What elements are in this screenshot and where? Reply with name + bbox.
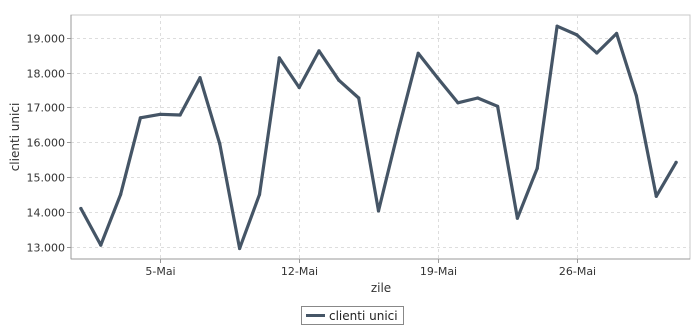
data-point <box>357 96 361 100</box>
legend-swatch <box>306 314 325 317</box>
y-axis-title: clienti unici <box>8 103 22 172</box>
data-point <box>416 51 420 55</box>
y-tick-label: 13.000 <box>27 242 66 255</box>
data-point <box>634 94 639 98</box>
series-group <box>79 24 678 251</box>
legend-label: clienti unici <box>329 308 398 323</box>
x-tick-label: 12-Mai <box>281 265 318 278</box>
data-point <box>158 112 162 116</box>
data-point <box>515 216 520 220</box>
data-point <box>654 194 658 198</box>
data-point <box>535 166 539 170</box>
data-point <box>218 142 222 146</box>
data-point <box>337 78 341 82</box>
y-tick-label: 17.000 <box>27 102 66 115</box>
data-point <box>99 243 103 247</box>
data-point <box>257 192 262 197</box>
data-point <box>238 246 242 251</box>
plot-area <box>70 14 691 260</box>
data-point <box>297 85 301 90</box>
data-point <box>198 76 202 80</box>
data-point <box>178 113 182 117</box>
legend: clienti unici <box>301 306 404 325</box>
y-tick-label: 19.000 <box>27 33 66 46</box>
line-chart: 13.000 14.000 15.000 16.000 17.000 18.000 19.0… <box>8 14 691 295</box>
data-point <box>595 51 599 55</box>
data-point <box>496 104 500 108</box>
x-axis-title: zile <box>371 281 391 295</box>
x-tick-label: 19-Mai <box>420 265 457 278</box>
y-axis-ticks: 13.000 14.000 15.000 16.000 17.000 18.000 19.0… <box>27 33 71 255</box>
data-point <box>277 56 281 60</box>
data-point <box>138 116 142 120</box>
data-point <box>575 33 579 37</box>
data-point <box>119 192 123 197</box>
data-point <box>555 24 559 28</box>
data-point <box>436 76 440 80</box>
y-tick-label: 18.000 <box>27 68 66 81</box>
data-point <box>615 31 619 36</box>
data-point <box>456 101 460 105</box>
x-axis-ticks: 5-Mai 12-Mai 19-Mai 26-Mai <box>145 259 596 278</box>
grid-lines <box>71 15 690 259</box>
x-tick-label: 26-Mai <box>559 265 596 278</box>
data-point <box>674 160 678 164</box>
x-tick-label: 5-Mai <box>145 265 175 278</box>
data-point <box>396 128 400 132</box>
data-point <box>317 49 321 53</box>
data-point <box>79 206 83 211</box>
y-tick-label: 14.000 <box>27 207 66 220</box>
y-tick-label: 15.000 <box>27 172 66 185</box>
y-tick-label: 16.000 <box>27 137 66 150</box>
data-point <box>476 96 480 100</box>
data-point <box>376 209 381 213</box>
